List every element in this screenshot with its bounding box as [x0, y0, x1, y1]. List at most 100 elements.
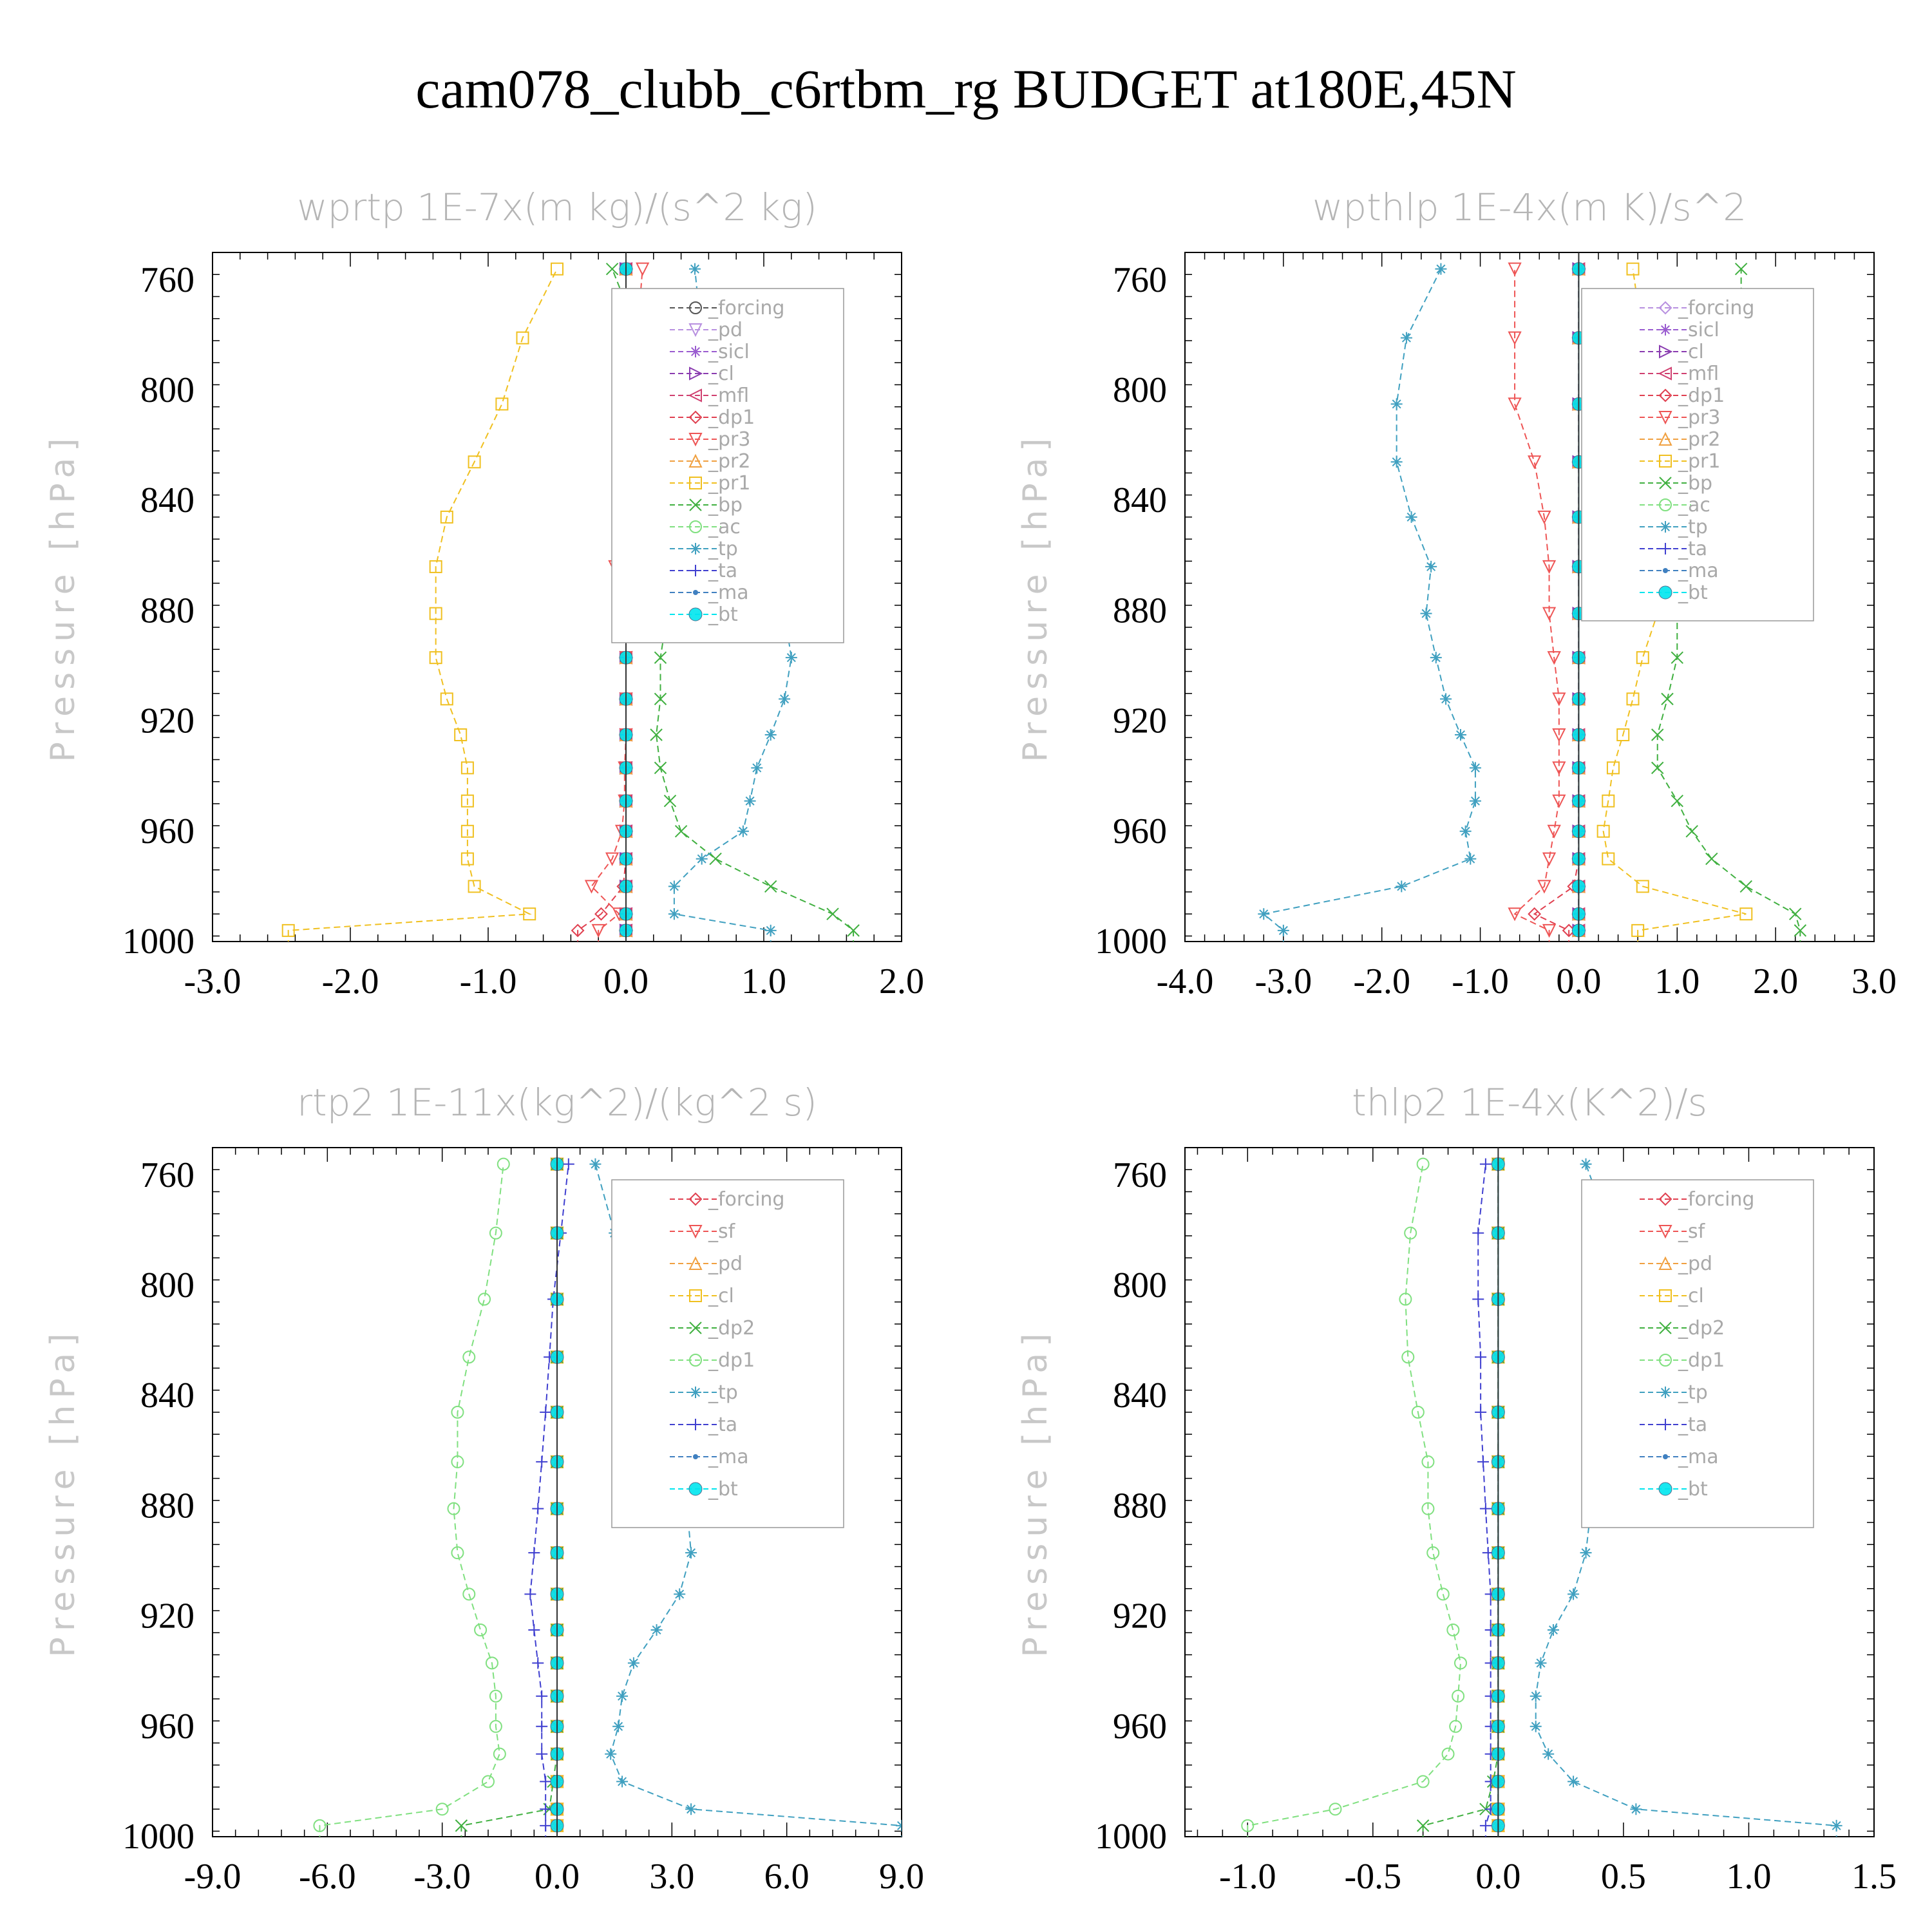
data-point-bp [654, 692, 667, 706]
data-point-bp [826, 907, 839, 920]
legend-marker [1658, 431, 1672, 446]
x-tick-label: 1.0 [741, 961, 786, 1001]
data-point-pr3 [1508, 397, 1522, 412]
data-point-bp [1734, 262, 1748, 276]
legend-marker [689, 366, 703, 381]
x-tick-label: -2.0 [1353, 961, 1410, 1001]
x-tick-label: -3.0 [413, 1857, 471, 1897]
y-tick-label: 840 [1113, 1376, 1167, 1416]
data-point-pr3 [1547, 824, 1561, 839]
legend-marker [1660, 324, 1671, 336]
legend-entry: _dp1 [1678, 1349, 1725, 1372]
x-tick-label: 2.0 [1753, 961, 1798, 1001]
y-tick-label: 880 [1113, 1486, 1167, 1526]
data-point-ta [536, 1690, 548, 1702]
legend-entry: _ma [1678, 1446, 1719, 1468]
data-point-dp1 [462, 1587, 476, 1601]
data-point-tp [1469, 795, 1481, 807]
data-point-ta [1479, 1819, 1492, 1832]
data-point-pr3 [1542, 923, 1557, 938]
legend-marker [688, 323, 703, 337]
legend-entry: _ac [708, 516, 741, 538]
legend-entry: _bt [1678, 1478, 1708, 1501]
data-point-bp [1671, 795, 1683, 808]
legend-entry: _cl [708, 1285, 734, 1307]
data-point-dp1 [594, 907, 608, 921]
data-point-tp [1400, 332, 1412, 344]
data-point-tp [1580, 1158, 1592, 1170]
data-point-pr1 [1602, 852, 1615, 866]
data-point-bp [1739, 880, 1752, 893]
y-tick-label: 800 [1113, 1265, 1167, 1305]
data-point-dp1 [478, 1293, 491, 1306]
data-point-dp1 [1329, 1803, 1342, 1816]
data-point-pr1 [523, 907, 536, 921]
data-point-tp [1420, 607, 1432, 620]
x-tick-label: 1.0 [1654, 961, 1700, 1001]
legend-marker [688, 1482, 703, 1496]
data-point-pr1 [281, 923, 295, 937]
legend-entry: _bp [708, 494, 743, 516]
legend-entry: _dp1 [1678, 384, 1725, 407]
legend-entry: _tp [708, 538, 738, 560]
data-point-pr1 [516, 331, 529, 345]
data-point-tp [616, 1690, 629, 1702]
legend-entry: _forcing [708, 1188, 784, 1211]
series-group [1241, 1148, 1842, 1837]
data-point-pr3 [1552, 761, 1566, 775]
legend-entry: _cl [1678, 1285, 1704, 1307]
legend-marker [690, 543, 701, 554]
data-point-dp1 [485, 1656, 498, 1670]
legend: _forcing _sf _pd _cl _dp2 _dp1 _tp _ta _ma _bt [1581, 1179, 1814, 1528]
panel-1: wprtp 1E-7x(m kg)/(s^2 kg) Pressure [hPa]… [44, 185, 924, 1001]
data-point-pr3 [605, 852, 620, 866]
data-point-tp [685, 1803, 697, 1815]
series-line-bp [1656, 269, 1801, 942]
data-point-tp [1435, 263, 1447, 275]
data-point-dp1 [482, 1775, 495, 1788]
legend-marker [689, 1289, 702, 1302]
data-point-ta [1475, 1351, 1487, 1363]
legend-marker [1663, 568, 1668, 573]
data-point-bp [605, 262, 619, 276]
x-tick-label: -0.5 [1344, 1857, 1401, 1897]
legend-entry: _ma [708, 1446, 749, 1468]
legend-entry: _ta [1678, 538, 1707, 560]
panel-3: rtp2 1E-11x(kg^2)/(kg^2 s) Pressure [hPa]… [44, 1081, 924, 1897]
legend-marker [690, 1419, 701, 1430]
y-tick-label: 800 [140, 1265, 194, 1305]
legend-entry: _dp2 [708, 1317, 755, 1340]
data-point-ta [536, 1748, 548, 1760]
legend-marker [689, 1354, 702, 1367]
data-point-pr3 [1542, 560, 1557, 574]
x-tick-label: -2.0 [322, 961, 379, 1001]
panel-title: wprtp 1E-7x(m kg)/(s^2 kg) [297, 185, 817, 229]
legend-entry: _ma [1678, 560, 1719, 582]
data-point-dp1 [447, 1502, 460, 1515]
data-point-dp1 [571, 923, 585, 938]
data-point-tp [1396, 880, 1408, 893]
y-axis-label: Pressure [hPa] [44, 432, 82, 762]
data-point-dp1 [1421, 1455, 1435, 1468]
data-point-tp [1535, 1657, 1547, 1669]
legend-marker [688, 1225, 703, 1239]
legend-marker [1658, 301, 1672, 315]
data-point-tp [685, 1547, 697, 1559]
legend: _forcing _sf _pd _cl _dp2 _dp1 _tp _ta _ma _bt [611, 1179, 844, 1528]
data-point-tp [1425, 560, 1437, 573]
data-point-pr3 [1552, 728, 1566, 743]
y-tick-label: 760 [1113, 260, 1167, 300]
x-tick-label: 3.0 [1852, 961, 1897, 1001]
y-axis-label: Pressure [hPa] [44, 1327, 82, 1658]
data-point-dp1 [1454, 1656, 1467, 1670]
legend-entry: _sf [708, 1220, 736, 1243]
x-tick-label: 3.0 [649, 1857, 694, 1897]
x-tick-label: 0.0 [603, 961, 649, 1001]
panel-title: rtp2 1E-11x(kg^2)/(kg^2 s) [297, 1081, 817, 1124]
data-point-dp1 [497, 1157, 510, 1171]
data-point-bp [1651, 728, 1664, 741]
legend-entry: _ta [708, 1414, 737, 1436]
data-point-pr1 [460, 852, 474, 866]
data-point-dp1 [462, 1350, 476, 1364]
